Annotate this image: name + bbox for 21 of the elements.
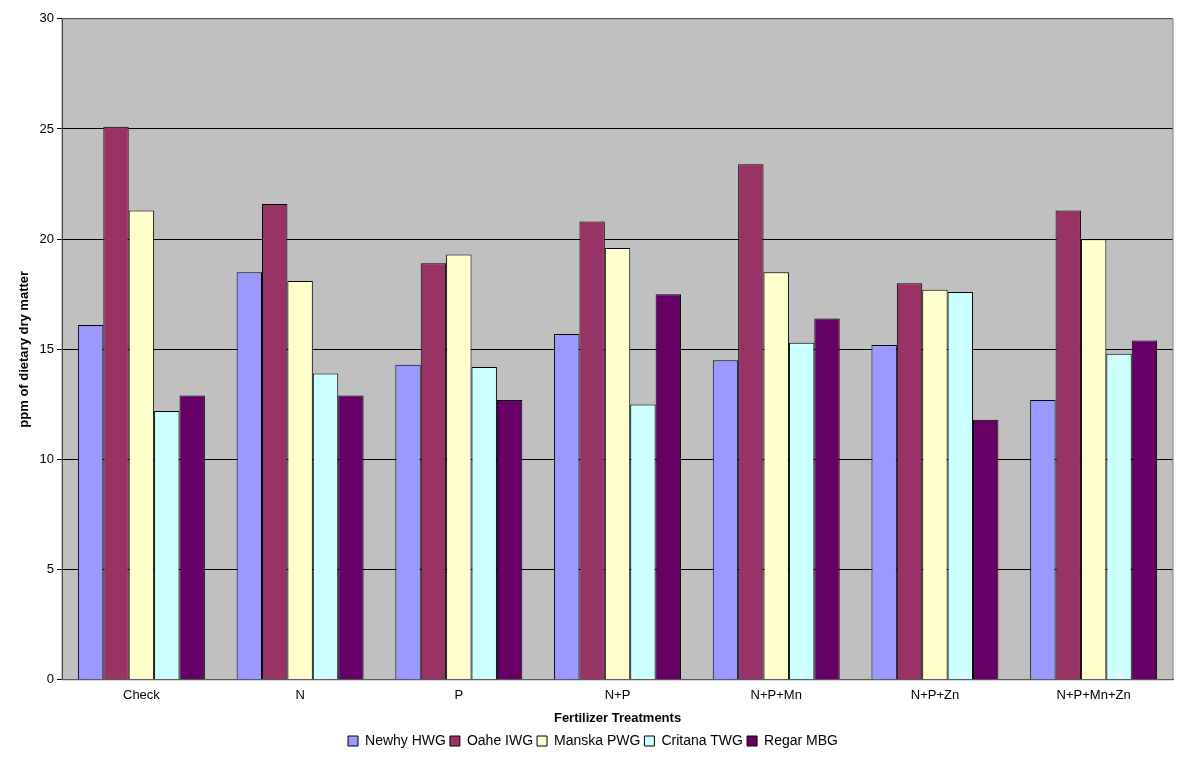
y-tick-label: 15 (39, 340, 55, 356)
y-tick-label: 20 (39, 230, 55, 246)
legend-label: Newhy HWG (365, 731, 446, 748)
legend-label: Critana TWG (661, 731, 743, 748)
y-tick-label: 0 (46, 671, 55, 687)
legend-label: Regar MBG (764, 731, 838, 748)
x-tick-label: N+P+Mn (750, 687, 802, 703)
x-axis-title: Fertilizer Treatments (553, 709, 682, 725)
legend-label: Manska PWG (554, 731, 641, 748)
x-tick-label: N+P+Zn (910, 687, 960, 703)
x-tick-label: N (295, 687, 305, 703)
y-tick-label: 5 (46, 561, 55, 577)
x-tick-label: Check (122, 687, 161, 703)
y-tick-label: 10 (39, 451, 55, 467)
y-tick-label: 30 (39, 10, 55, 26)
x-tick-label: P (454, 687, 464, 703)
legend-label: Oahe IWG (466, 731, 534, 748)
x-tick-label: N+P (604, 687, 631, 703)
y-axis-title: ppm of dietary dry matter (16, 270, 32, 428)
y-tick-label: 25 (39, 120, 55, 136)
x-tick-label: N+P+Mn+Zn (1056, 687, 1131, 703)
